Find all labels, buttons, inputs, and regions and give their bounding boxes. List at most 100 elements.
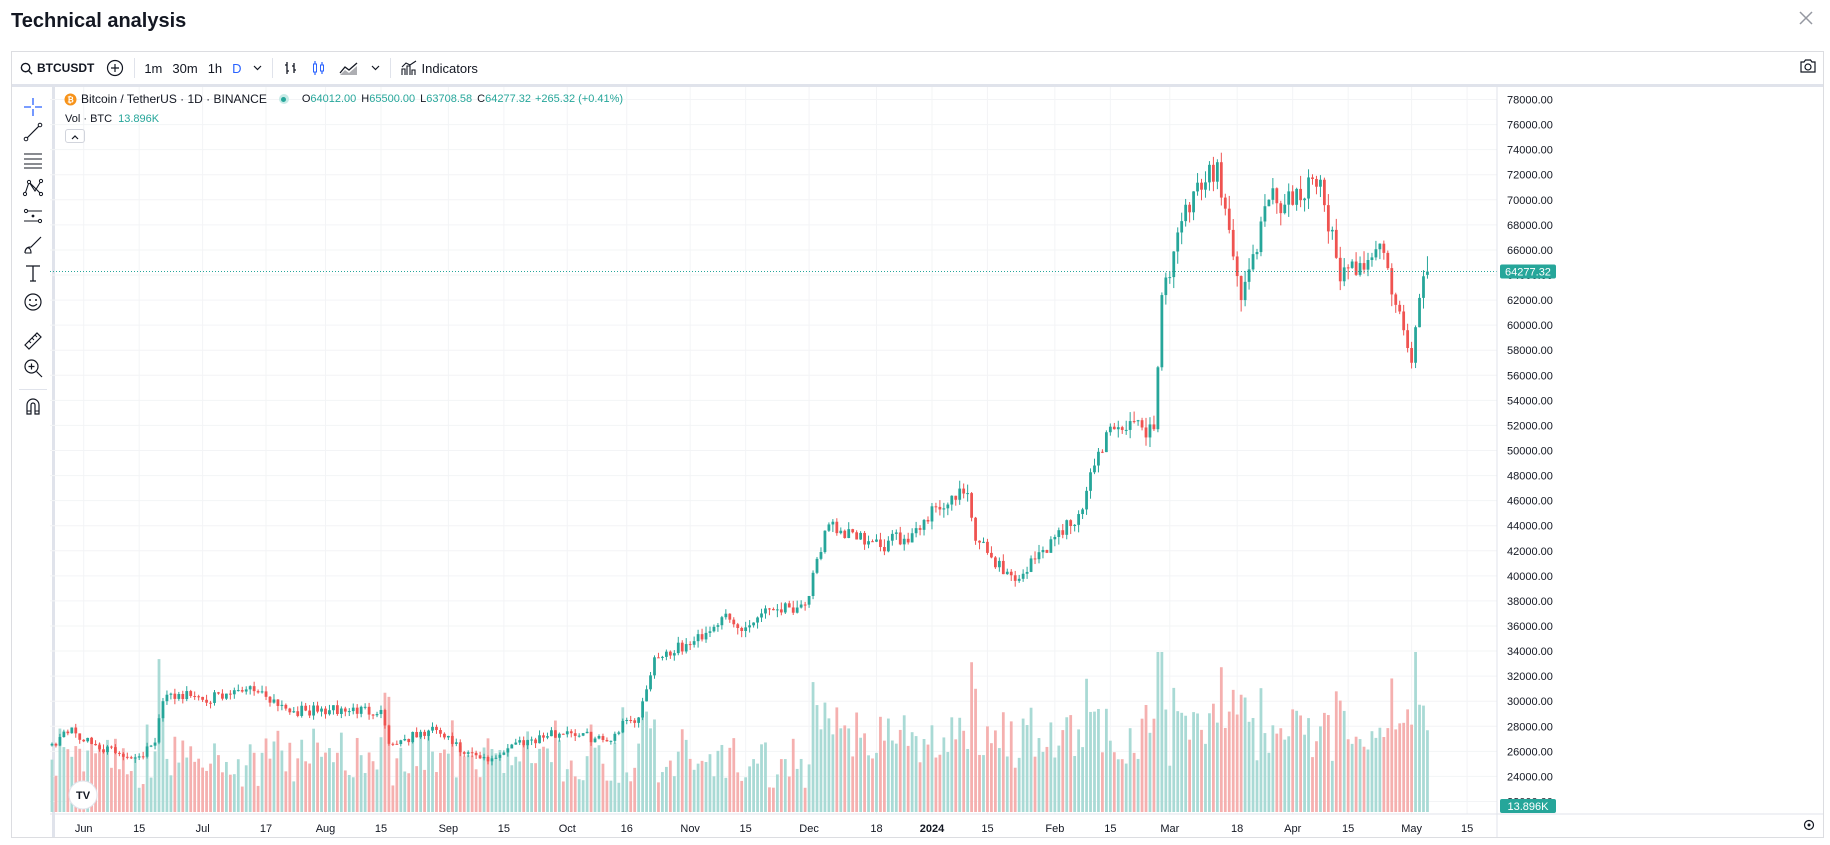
compare-button[interactable] <box>100 52 130 84</box>
candle <box>1168 277 1172 279</box>
volume-bar <box>1108 740 1112 812</box>
candle <box>1338 257 1342 282</box>
volume-bar <box>1009 721 1013 812</box>
candle <box>70 727 74 734</box>
area-style-button[interactable] <box>333 52 365 84</box>
candle <box>90 737 94 744</box>
emoji-tool[interactable] <box>22 291 44 313</box>
fib-tool[interactable] <box>22 149 44 171</box>
candle <box>1180 221 1184 233</box>
close-icon[interactable] <box>1796 8 1816 28</box>
volume-bar <box>117 769 121 812</box>
candle <box>799 604 803 608</box>
volume-bar <box>260 752 264 812</box>
volume-bar <box>986 726 989 812</box>
pattern-tool[interactable] <box>22 177 44 199</box>
time-axis-label: Jun <box>75 823 93 835</box>
price-axis-label: 56000.00 <box>1507 370 1553 382</box>
candle <box>554 730 557 738</box>
candle-style-button[interactable] <box>305 52 333 84</box>
candle <box>534 739 537 744</box>
volume-bar <box>997 748 1001 812</box>
candle <box>225 693 228 699</box>
measure-tool[interactable] <box>22 330 44 352</box>
bar-style-icon <box>284 62 296 74</box>
divider <box>19 389 47 390</box>
indicators-button[interactable]: Indicators <box>395 52 484 84</box>
candle <box>446 735 450 738</box>
interval-d[interactable]: D <box>232 60 242 76</box>
crosshair-tool[interactable] <box>22 96 44 118</box>
snapshot-button[interactable] <box>1799 58 1817 77</box>
zoom-tool[interactable] <box>22 357 44 379</box>
candle <box>1112 426 1116 430</box>
volume-bar <box>106 739 109 812</box>
text-tool[interactable] <box>22 262 44 284</box>
brush-tool[interactable] <box>22 234 44 256</box>
bar-style-button[interactable] <box>277 52 305 84</box>
volume-bar <box>684 739 688 812</box>
interval-1m[interactable]: 1m <box>144 60 163 76</box>
candle <box>569 731 573 734</box>
time-axis-label: 17 <box>260 823 272 835</box>
candle <box>1148 424 1152 438</box>
chevron-down-icon <box>371 65 379 71</box>
text-icon <box>26 265 40 282</box>
volume-bar <box>50 759 54 812</box>
interval-dropdown[interactable] <box>247 52 268 84</box>
candle <box>1001 560 1005 575</box>
candle <box>185 691 189 700</box>
candle <box>764 608 767 614</box>
candle <box>518 740 522 743</box>
price-chart[interactable]: Jun 15 Jul 17 Aug 15 Sep 15 Oct 16 Nov 15 Dec 18 2024 1… <box>12 52 1823 837</box>
prediction-tool[interactable] <box>22 205 44 227</box>
volume-bar <box>843 725 847 812</box>
volume-bar <box>232 774 236 812</box>
price-axis-label: 70000.00 <box>1507 195 1553 207</box>
volume-bar <box>962 730 966 812</box>
candle <box>811 572 815 597</box>
candle <box>1263 206 1267 222</box>
candle <box>506 748 510 753</box>
candle <box>74 727 78 734</box>
collapse-legend-button[interactable] <box>65 129 85 143</box>
candle <box>1402 311 1406 331</box>
candle <box>875 539 878 542</box>
volume-bar <box>625 772 629 812</box>
chart-type-dropdown[interactable] <box>365 52 386 84</box>
volume-bar <box>502 772 506 812</box>
symbol-search-button[interactable]: BTCUSDT <box>12 52 100 84</box>
volume-bar <box>1414 652 1417 812</box>
candle <box>680 642 684 652</box>
time-axis-label: Aug <box>316 823 336 835</box>
magnet-tool[interactable] <box>22 396 44 418</box>
candle <box>50 743 54 746</box>
interval-30m[interactable]: 30m <box>172 60 198 76</box>
volume-bar <box>1311 757 1314 812</box>
volume-bar <box>1112 752 1116 812</box>
volume-bar <box>252 752 256 812</box>
volume-bar <box>1148 732 1152 812</box>
crosshair-icon <box>24 98 42 116</box>
volume-bar <box>240 786 244 812</box>
candle <box>240 690 244 692</box>
candle <box>621 720 625 733</box>
candle <box>847 529 851 538</box>
volume-bar <box>1029 707 1033 812</box>
candle <box>1382 243 1386 253</box>
price-axis-label: 66000.00 <box>1507 245 1553 257</box>
volume-bar <box>1418 704 1421 812</box>
candle <box>791 607 795 613</box>
candle <box>819 552 823 559</box>
volume-bar <box>1334 691 1338 812</box>
volume-bar <box>66 749 70 812</box>
candle <box>98 745 101 750</box>
volume-bar <box>474 769 478 812</box>
volume-bar <box>316 742 319 812</box>
trend-line-tool[interactable] <box>22 121 44 143</box>
interval-1h[interactable]: 1h <box>207 60 223 76</box>
volume-bar <box>1053 757 1057 812</box>
candle <box>1418 297 1421 328</box>
candle <box>1204 182 1207 190</box>
candle <box>768 608 771 610</box>
